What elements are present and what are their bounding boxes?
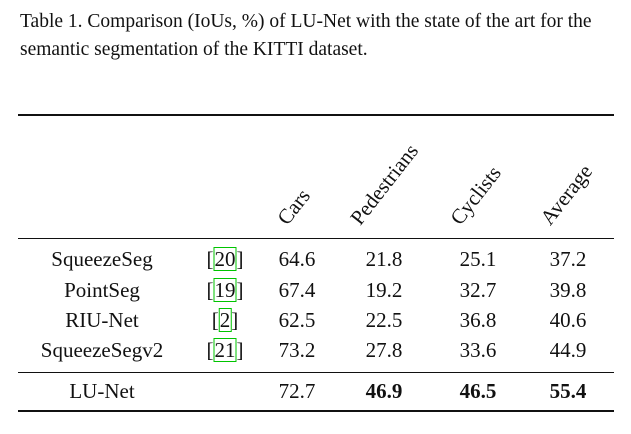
method-name: SqueezeSegv2 <box>40 338 164 362</box>
method-name: SqueezeSeg <box>51 247 153 271</box>
cell-pedestrians: 19.2 <box>365 278 403 302</box>
top-rule <box>18 114 614 116</box>
cell-cars: 62.5 <box>278 308 316 332</box>
cell-average: 40.6 <box>549 308 587 332</box>
cell-average: 39.8 <box>549 278 587 302</box>
cell-cyclists-ours: 46.5 <box>459 379 497 403</box>
cell-average: 37.2 <box>549 247 587 271</box>
method-name: RIU-Net <box>65 308 139 332</box>
citation: [20] <box>206 247 244 271</box>
citation-link[interactable]: 2 <box>218 308 232 332</box>
header-average: Average <box>535 159 598 230</box>
table-caption: Table 1. Comparison (IoUs, %) of LU-Net … <box>20 11 592 60</box>
citation: [19] <box>206 278 244 302</box>
method-name-ours: LU-Net <box>69 379 135 403</box>
citation-link[interactable]: 20 <box>213 247 237 271</box>
header-cars: Cars <box>272 184 315 230</box>
citation-link[interactable]: 21 <box>213 338 237 362</box>
cell-pedestrians: 27.8 <box>365 338 403 362</box>
cell-cyclists: 32.7 <box>459 278 497 302</box>
header-rule <box>18 238 614 239</box>
cell-pedestrians: 21.8 <box>365 247 403 271</box>
cell-cyclists: 33.6 <box>459 338 497 362</box>
citation-link[interactable]: 19 <box>213 278 237 302</box>
cell-cars-ours: 72.7 <box>278 379 316 403</box>
cell-pedestrians: 22.5 <box>365 308 403 332</box>
cell-cyclists: 36.8 <box>459 308 497 332</box>
header-cyclists: Cyclists <box>445 161 506 230</box>
bottom-rule <box>18 410 614 412</box>
cell-cars: 73.2 <box>278 338 316 362</box>
cell-cars: 67.4 <box>278 278 316 302</box>
citation: [2] <box>211 308 239 332</box>
cell-average: 44.9 <box>549 338 587 362</box>
cell-pedestrians-ours: 46.9 <box>365 379 403 403</box>
method-name: PointSeg <box>64 278 140 302</box>
cell-cyclists: 25.1 <box>459 247 497 271</box>
citation: [21] <box>206 338 244 362</box>
header-pedestrians: Pedestrians <box>345 139 424 230</box>
mid-rule <box>18 372 614 373</box>
cell-cars: 64.6 <box>278 247 316 271</box>
cell-average-ours: 55.4 <box>549 379 587 403</box>
